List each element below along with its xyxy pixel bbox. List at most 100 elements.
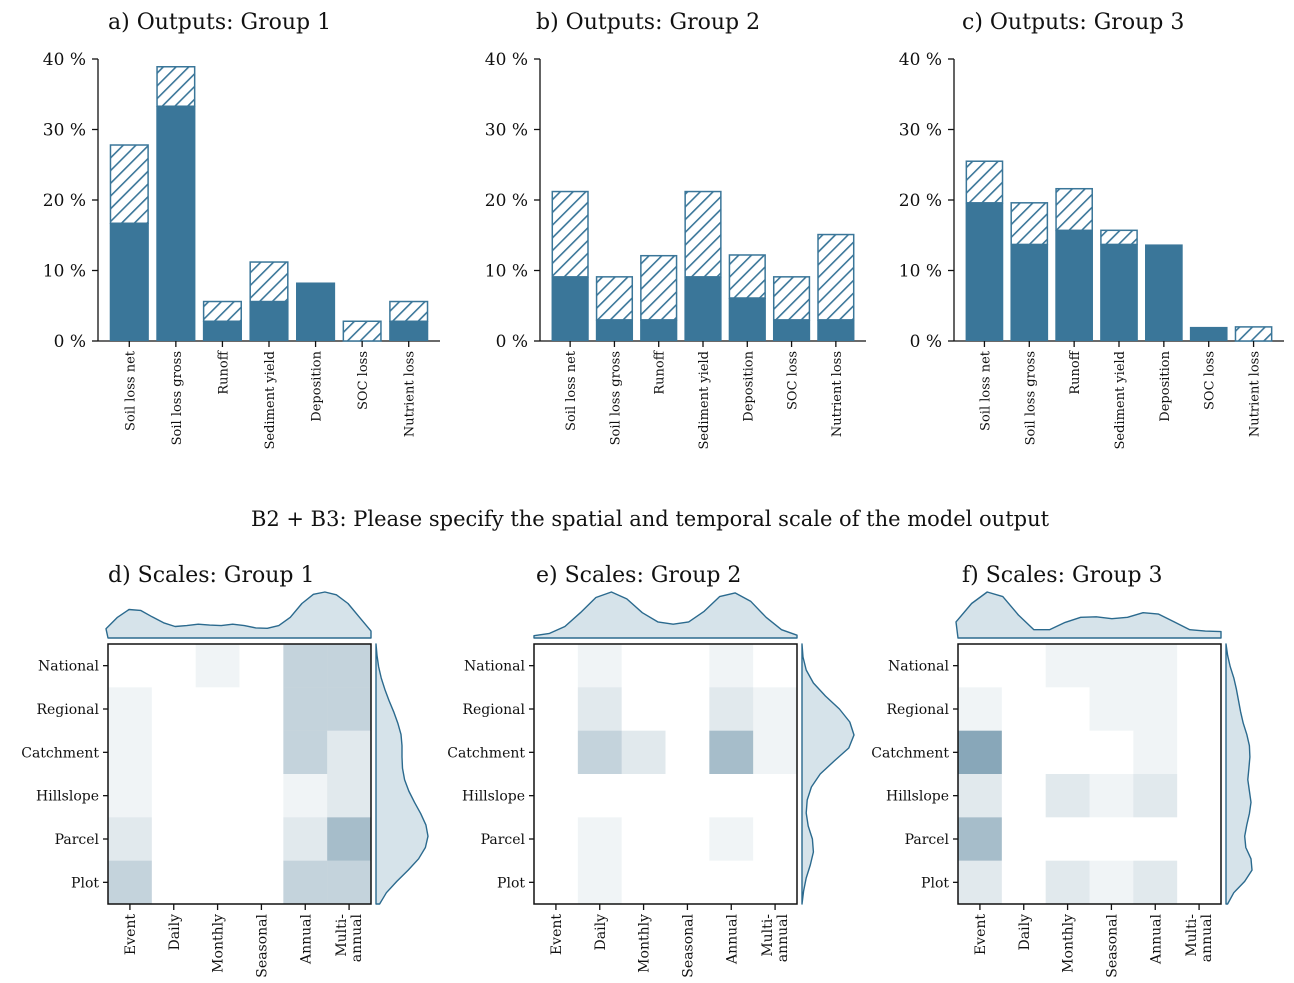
heat-cell xyxy=(327,860,371,904)
bar-chart-3: c) Outputs: Group 3 0 % 10 % 20 % 30 % 40 % So… xyxy=(899,10,1284,450)
heatmap-frame xyxy=(533,643,798,905)
y-tick-label: 20 % xyxy=(43,191,86,211)
y-tick-label: 0 % xyxy=(54,332,86,352)
y-tick-label: Catchment xyxy=(21,745,99,761)
heat-cell xyxy=(1089,644,1134,688)
heat-cell xyxy=(283,644,328,688)
y-tick-label: Plot xyxy=(921,875,949,891)
heat-cell xyxy=(283,817,328,861)
figure-suptitle: B2 + B3: Please specify the spatial and … xyxy=(251,507,1050,531)
x-tick-label: Runoff xyxy=(653,349,668,394)
x-tick-label: Multi-annual xyxy=(334,913,365,962)
heat-cell xyxy=(709,644,754,688)
y-tick-label: 10 % xyxy=(485,262,528,282)
heat-cell xyxy=(709,817,754,861)
x-tick-label: Seasonal xyxy=(254,913,270,977)
y-tick-label: 0 % xyxy=(496,332,528,352)
heatmap-2: e) Scales: Group 2 National Regional Catchm… xyxy=(447,563,855,978)
heat-cell xyxy=(709,687,754,731)
bar-deposition xyxy=(1145,244,1183,341)
bar-nutrient-loss xyxy=(389,321,429,341)
y-tick-label: 30 % xyxy=(485,121,528,141)
heat-cell xyxy=(1133,687,1178,731)
heat-cell xyxy=(1133,774,1178,818)
x-tick-label: Multi-annual xyxy=(760,913,791,962)
y-tick-label: Parcel xyxy=(55,832,100,848)
y-tick-label: Regional xyxy=(886,702,949,718)
y-tick-label: 0 % xyxy=(910,332,942,352)
y-tick-label: 30 % xyxy=(43,121,86,141)
bar-hatched-runoff xyxy=(640,254,678,321)
heat-cell xyxy=(577,730,622,774)
bar-hatched-nutrient-loss xyxy=(1234,326,1273,342)
x-tick-label: Deposition xyxy=(741,350,756,421)
bar-deposition xyxy=(728,297,766,341)
y-tick-label: Plot xyxy=(497,875,525,891)
top-density-curve xyxy=(533,591,798,639)
y-tick-label: Hillslope xyxy=(36,789,99,805)
x-tick-label: Seasonal xyxy=(1104,913,1120,977)
x-tick-label: Annual xyxy=(298,913,314,965)
bar-soil-loss-gross xyxy=(1010,244,1049,341)
y-tick-label: Regional xyxy=(462,702,525,718)
heat-cell xyxy=(108,860,152,904)
x-tick-label: Soil loss net xyxy=(123,350,138,431)
y-tick-label: 40 % xyxy=(485,50,528,70)
y-tick-label: Plot xyxy=(71,875,99,891)
heat-cell xyxy=(283,730,328,774)
y-tick-label: 30 % xyxy=(899,121,942,141)
heat-cell xyxy=(753,730,797,774)
chart-title: c) Outputs: Group 3 xyxy=(962,10,1184,35)
heat-cell xyxy=(108,730,152,774)
heat-cell xyxy=(1133,730,1178,774)
x-tick-label: SOC loss xyxy=(356,351,371,410)
x-tick-label: Sediment yield xyxy=(1113,351,1128,450)
x-tick-label: Daily xyxy=(1017,914,1033,951)
bar-hatched-soc-loss xyxy=(342,320,382,342)
top-density-curve xyxy=(955,591,1222,639)
x-tick-label: Event xyxy=(123,914,139,955)
side-density-curve xyxy=(801,643,855,905)
heat-cell xyxy=(327,644,371,688)
bar-soil-loss-gross xyxy=(595,319,634,341)
bar-deposition xyxy=(296,282,336,341)
x-tick-label: Multi-annual xyxy=(1184,913,1215,962)
bar-hatched-nutrient-loss xyxy=(389,300,429,323)
x-tick-label: Runoff xyxy=(216,349,231,394)
heat-cell xyxy=(327,817,371,861)
bar-hatched-soil-loss-gross xyxy=(595,276,634,321)
x-tick-label: Soil loss gross xyxy=(170,351,185,445)
heat-cell xyxy=(958,817,1002,861)
heat-cell xyxy=(1089,774,1134,818)
x-tick-label: Soil loss gross xyxy=(1023,351,1038,445)
y-tick-label: Hillslope xyxy=(462,789,525,805)
y-tick-label: National xyxy=(38,659,99,675)
y-tick-label: 20 % xyxy=(485,191,528,211)
heat-cell xyxy=(327,687,371,731)
heat-cell xyxy=(577,687,622,731)
heat-cell xyxy=(1133,860,1178,904)
x-tick-label: SOC loss xyxy=(786,351,801,410)
heat-cell xyxy=(958,860,1002,904)
bar-soil-loss-net xyxy=(109,223,149,341)
x-tick-label: Annual xyxy=(1148,913,1164,965)
heat-cell xyxy=(577,817,622,861)
y-tick-label: Parcel xyxy=(481,832,526,848)
bar-soc-loss xyxy=(1189,326,1228,341)
y-tick-label: 20 % xyxy=(899,191,942,211)
chart-title: a) Outputs: Group 1 xyxy=(108,10,331,35)
bar-hatched-sediment-yield xyxy=(684,190,722,278)
heatmap-3: f) Scales: Group 3 National Regional Catchm… xyxy=(871,563,1253,978)
bar-hatched-runoff xyxy=(1055,187,1093,232)
side-density-curve xyxy=(375,643,429,905)
heat-cell xyxy=(709,730,754,774)
heat-cell xyxy=(1045,644,1090,688)
heat-cell xyxy=(327,730,371,774)
x-tick-label: Nutrient loss xyxy=(1248,351,1263,437)
bar-runoff xyxy=(640,319,678,341)
y-tick-label: Hillslope xyxy=(886,789,949,805)
x-tick-label: Monthly xyxy=(1061,914,1077,973)
bar-chart-1: a) Outputs: Group 1 0 % 10 % 20 % 30 % 40 % So… xyxy=(43,10,440,450)
bar-soc-loss xyxy=(772,319,811,341)
